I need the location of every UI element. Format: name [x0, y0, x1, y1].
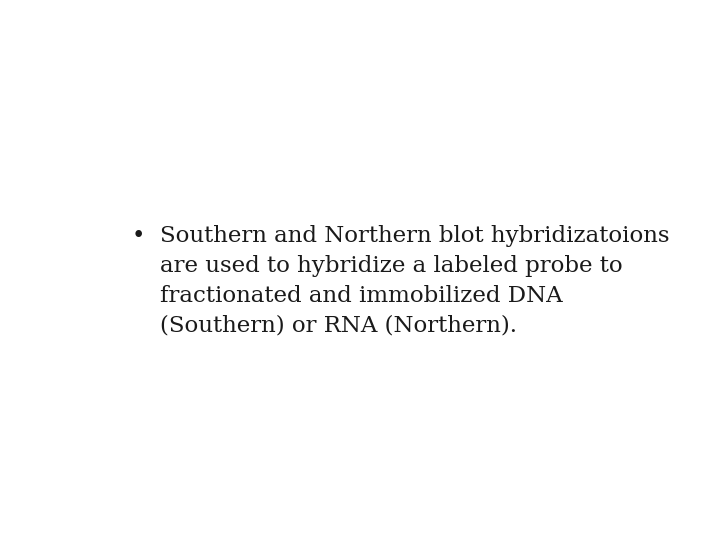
Text: •: •: [132, 225, 145, 247]
Text: (Southern) or RNA (Northern).: (Southern) or RNA (Northern).: [160, 315, 517, 337]
Text: fractionated and immobilized DNA: fractionated and immobilized DNA: [160, 285, 562, 307]
Text: are used to hybridize a labeled probe to: are used to hybridize a labeled probe to: [160, 255, 622, 277]
Text: Southern and Northern blot hybridizatoions: Southern and Northern blot hybridizatoio…: [160, 225, 670, 247]
